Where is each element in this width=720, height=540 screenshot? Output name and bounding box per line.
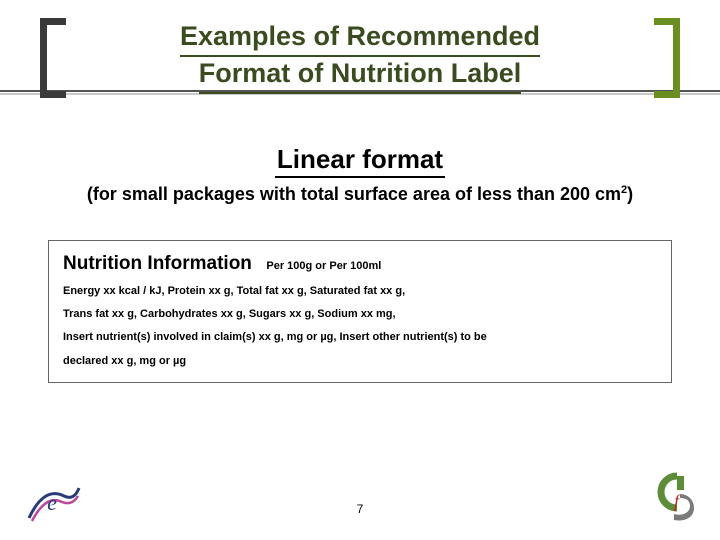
fehd-logo-icon: e (24, 476, 84, 526)
subtitle-note: (for small packages with total surface a… (0, 184, 720, 205)
title-bar: Examples of Recommended Format of Nutrit… (40, 18, 680, 108)
slide-title: Examples of Recommended Format of Nutrit… (110, 20, 610, 94)
cfs-f-letter: f (674, 491, 682, 511)
subnote-pre: (for small packages with total surface a… (87, 184, 621, 204)
subtitle: Linear format (275, 144, 445, 178)
nutrition-info-box: Nutrition Information Per 100g or Per 10… (48, 240, 672, 383)
page-number: 7 (0, 502, 720, 516)
bracket-right-icon (654, 18, 680, 98)
nutrition-line-3: Insert nutrient(s) involved in claim(s) … (63, 331, 657, 344)
nutrition-per: Per 100g or Per 100ml (266, 260, 381, 272)
title-line-1: Examples of Recommended (180, 20, 540, 57)
nutrition-heading-row: Nutrition Information Per 100g or Per 10… (63, 253, 657, 275)
nutrition-line-1: Energy xx kcal / kJ, Protein xx g, Total… (63, 285, 657, 298)
nutrition-line-4: declared xx g, mg or µg (63, 355, 657, 368)
title-line-2: Format of Nutrition Label (199, 57, 521, 94)
subtitle-wrap: Linear format (0, 144, 720, 178)
nutrition-line-2: Trans fat xx g, Carbohydrates xx g, Suga… (63, 308, 657, 321)
cfs-logo-icon: f (644, 470, 694, 526)
nutrition-heading: Nutrition Information (63, 253, 252, 274)
bracket-left-icon (40, 18, 66, 98)
logo-left-letter: e (47, 490, 57, 515)
subnote-post: ) (627, 184, 633, 204)
